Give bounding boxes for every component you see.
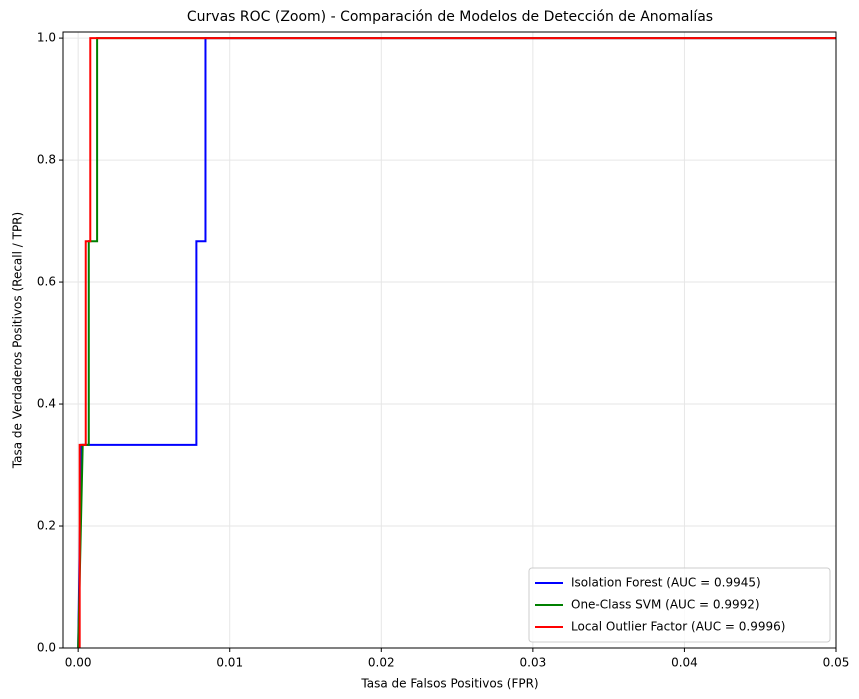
y-axis-label: Tasa de Verdaderos Positivos (Recall / T… <box>11 212 25 469</box>
legend-label: One-Class SVM (AUC = 0.9992) <box>571 598 760 612</box>
roc-line <box>78 37 836 648</box>
x-tick-label: 0.05 <box>823 656 850 670</box>
x-tick-label: 0.01 <box>216 656 243 670</box>
y-tick-label: 0.8 <box>37 153 56 167</box>
x-tick-label: 0.04 <box>671 656 698 670</box>
y-tick-label: 0.6 <box>37 275 56 289</box>
y-tick-label: 0.2 <box>37 519 56 533</box>
plot-frame <box>62 31 837 649</box>
x-tick-label: 0.00 <box>65 656 92 670</box>
y-tick-label: 0.4 <box>37 397 56 411</box>
legend-box <box>528 567 831 643</box>
y-tick-label: 1.0 <box>37 31 56 45</box>
x-tick-label: 0.02 <box>368 656 395 670</box>
roc-line <box>77 37 836 648</box>
x-tick-label: 0.03 <box>520 656 547 670</box>
x-axis-label: Tasa de Falsos Positivos (FPR) <box>360 677 538 691</box>
chart-title: Curvas ROC (Zoom) - Comparación de Model… <box>187 9 713 25</box>
y-tick-label: 0.0 <box>37 641 56 655</box>
roc-line <box>77 37 836 648</box>
legend-label: Isolation Forest (AUC = 0.9945) <box>571 576 761 590</box>
legend-label: Local Outlier Factor (AUC = 0.9996) <box>571 620 785 634</box>
